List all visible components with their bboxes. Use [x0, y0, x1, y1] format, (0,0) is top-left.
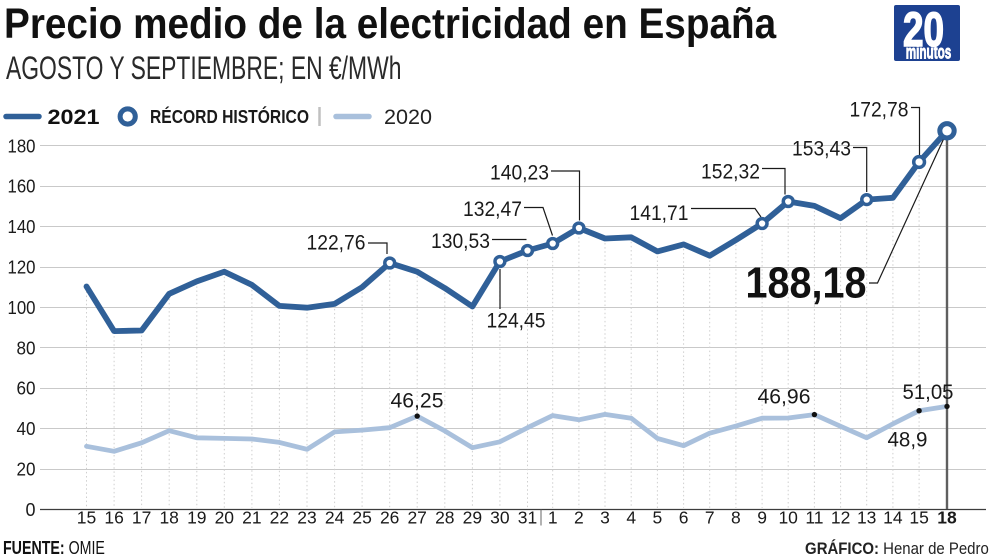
svg-text:100: 100 — [8, 297, 36, 318]
svg-text:7: 7 — [705, 508, 715, 528]
svg-text:24: 24 — [325, 508, 345, 528]
svg-text:4: 4 — [626, 508, 636, 528]
svg-text:29: 29 — [463, 508, 482, 528]
svg-text:15: 15 — [909, 508, 928, 528]
svg-text:14: 14 — [883, 508, 903, 528]
svg-text:2020: 2020 — [384, 106, 432, 129]
svg-text:120: 120 — [8, 257, 36, 278]
svg-text:9: 9 — [757, 508, 767, 528]
svg-text:1: 1 — [548, 508, 558, 528]
svg-text:8: 8 — [731, 508, 741, 528]
svg-text:160: 160 — [8, 176, 36, 197]
svg-text:51,05: 51,05 — [903, 380, 954, 404]
svg-text:21: 21 — [242, 508, 261, 528]
svg-text:60: 60 — [17, 378, 36, 399]
svg-text:11: 11 — [805, 508, 823, 528]
svg-text:18: 18 — [159, 508, 178, 528]
svg-text:16: 16 — [104, 508, 123, 528]
svg-text:15: 15 — [77, 508, 96, 528]
svg-text:124,45: 124,45 — [487, 309, 546, 333]
svg-text:13: 13 — [857, 508, 876, 528]
svg-text:minutos: minutos — [906, 43, 952, 62]
svg-text:141,71: 141,71 — [630, 201, 689, 225]
svg-text:18: 18 — [937, 508, 957, 528]
svg-text:22: 22 — [270, 508, 289, 528]
svg-text:20: 20 — [215, 508, 235, 528]
svg-text:6: 6 — [679, 508, 689, 528]
svg-text:188,18: 188,18 — [746, 259, 867, 308]
svg-text:40: 40 — [17, 418, 36, 439]
svg-text:3: 3 — [600, 508, 610, 528]
svg-text:172,78: 172,78 — [850, 98, 909, 122]
svg-text:48,9: 48,9 — [888, 428, 928, 452]
svg-text:122,76: 122,76 — [307, 231, 366, 255]
svg-text:28: 28 — [435, 508, 454, 528]
svg-text:0: 0 — [26, 499, 36, 520]
svg-text:12: 12 — [831, 508, 850, 528]
svg-text:RÉCORD HISTÓRICO: RÉCORD HISTÓRICO — [150, 106, 309, 127]
svg-text:46,25: 46,25 — [391, 389, 444, 413]
svg-text:26: 26 — [380, 508, 399, 528]
svg-text:152,32: 152,32 — [701, 160, 760, 184]
svg-text:30: 30 — [490, 508, 510, 528]
svg-text:20: 20 — [903, 5, 944, 57]
svg-text:80: 80 — [17, 337, 36, 358]
svg-text:5: 5 — [653, 508, 663, 528]
svg-text:153,43: 153,43 — [792, 137, 851, 161]
svg-text:10: 10 — [778, 508, 798, 528]
svg-text:130,53: 130,53 — [431, 229, 490, 253]
svg-text:180: 180 — [8, 135, 36, 156]
svg-text:140,23: 140,23 — [490, 161, 549, 185]
svg-text:27: 27 — [407, 508, 426, 528]
svg-text:46,96: 46,96 — [758, 385, 811, 409]
svg-text:20: 20 — [17, 459, 36, 480]
svg-text:132,47: 132,47 — [463, 197, 522, 221]
svg-text:31: 31 — [518, 508, 537, 528]
svg-text:23: 23 — [297, 508, 316, 528]
svg-text:19: 19 — [187, 508, 206, 528]
svg-text:25: 25 — [352, 508, 371, 528]
svg-text:17: 17 — [132, 508, 151, 528]
svg-text:2: 2 — [574, 508, 584, 528]
svg-text:2021: 2021 — [48, 106, 100, 129]
svg-text:140: 140 — [8, 216, 36, 237]
